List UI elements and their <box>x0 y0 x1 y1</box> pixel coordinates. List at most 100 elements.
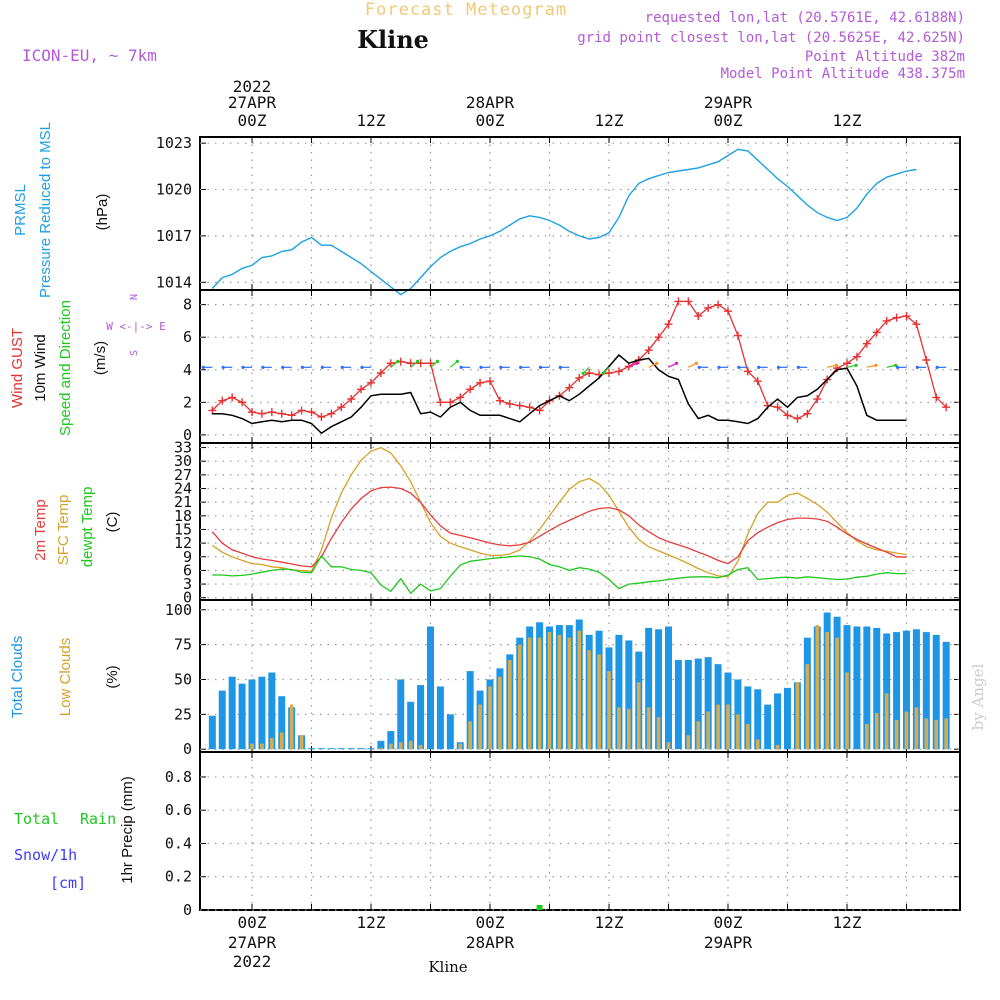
dewpt-line <box>212 554 907 595</box>
panel-frame <box>199 289 961 444</box>
gust-marker <box>684 297 693 306</box>
low-cloud-bar <box>488 686 492 750</box>
wind-arrow-head <box>757 365 761 369</box>
total-cloud-bar <box>853 626 861 750</box>
wind-arrow-head <box>435 359 440 363</box>
low-cloud-bar <box>726 704 730 750</box>
temp-2m-line <box>211 486 907 568</box>
gust-marker <box>654 333 663 342</box>
top-date-label-2: 28APR <box>466 93 515 112</box>
y-tick-label: 0.8 <box>165 768 192 786</box>
y-tick-label: 0.6 <box>165 801 192 819</box>
gust-marker <box>922 355 931 364</box>
low-cloud-bar <box>567 637 572 750</box>
compass-south: S <box>129 350 140 356</box>
wind-arrow-head <box>834 363 838 367</box>
y-tick-label: 0 <box>183 901 192 919</box>
panel-frame <box>199 751 961 911</box>
panel-frame <box>199 442 961 601</box>
y-tick-label: 24 <box>174 480 192 498</box>
wind-arrow-head <box>300 365 305 369</box>
low-cloud-bar <box>835 637 839 750</box>
temp-2m-label: 2m Temp <box>32 499 49 560</box>
wind-label: 10m Wind <box>32 334 49 402</box>
low-cloud-bar <box>805 664 810 750</box>
low-cloud-bar <box>924 718 929 750</box>
gust-marker <box>456 393 465 402</box>
wind-arrow-head <box>674 361 679 365</box>
gust-marker <box>376 369 385 378</box>
y-tick-label: 100 <box>165 601 192 619</box>
top-hour-label: 00Z <box>714 111 743 130</box>
wind-arrow-head <box>717 365 721 369</box>
gust-marker <box>773 403 782 412</box>
gust-marker <box>585 369 594 378</box>
gust-marker <box>228 393 237 402</box>
wind-arrow-head <box>558 365 562 369</box>
gust-marker <box>287 411 296 420</box>
y-tick-label: 6 <box>183 328 192 346</box>
precip-unit-label: 1hr Precip (mm) <box>119 776 136 884</box>
total-cloud-bar <box>694 658 702 750</box>
gust-marker <box>337 403 346 412</box>
gust-marker <box>793 414 802 423</box>
total-cloud-bar <box>942 641 950 750</box>
low-cloud-bar <box>408 740 413 750</box>
watermark: by Angel <box>969 663 987 730</box>
total-cloud-bar <box>704 657 712 750</box>
y-tick-label: 12 <box>174 534 192 552</box>
low-cloud-bar <box>537 637 542 750</box>
y-tick-label: 0.2 <box>165 868 192 886</box>
total-cloud-bar <box>228 676 236 750</box>
low-cloud-bar <box>696 721 701 750</box>
precip-cm-label: [cm] <box>50 874 86 892</box>
wind-arrow-head <box>261 365 265 369</box>
gust-marker <box>614 367 623 376</box>
gust-marker <box>357 385 366 394</box>
wind-arrow-head <box>201 365 205 369</box>
total-cloud-bar <box>417 685 425 750</box>
wind-arrow-head <box>915 365 919 369</box>
low-cloud-bar <box>904 711 909 750</box>
low-cloud-bar <box>815 625 820 750</box>
low-cloud-bar <box>874 712 879 750</box>
precip-rain-label: Rain <box>80 810 116 828</box>
wind-arrow-head <box>581 371 585 375</box>
low-cloud-bar <box>736 714 740 750</box>
total-cloud-bar <box>278 696 286 750</box>
rain-bar <box>536 905 543 910</box>
gust-marker <box>714 300 723 309</box>
gust-marker <box>942 403 951 412</box>
wind-arrow-head <box>737 365 741 369</box>
low-cloud-bar <box>617 707 621 750</box>
total-cloud-bar <box>427 626 435 750</box>
compass-west-east: W <-|-> E <box>106 320 166 333</box>
wind-arrow-head <box>360 365 364 369</box>
low-cloud-bar <box>795 682 800 750</box>
pressure-label-1: PRMSL <box>12 184 29 236</box>
gust-marker <box>892 313 901 322</box>
total-cloud-bar <box>208 715 216 750</box>
gust-marker <box>724 307 733 316</box>
y-tick-label: 1017 <box>156 227 192 245</box>
gust-marker <box>486 377 495 386</box>
wind-arrow-head <box>281 365 285 369</box>
y-tick-label: 0 <box>183 426 192 444</box>
low-cloud-bar <box>775 745 780 750</box>
gust-line <box>211 300 947 420</box>
precip-panel: 0.8 0.6 0.4 0.2 0 <box>165 751 961 919</box>
wind-arrow-head <box>655 361 659 365</box>
wind-unit: (m/s) <box>92 341 109 375</box>
y-tick-label: 21 <box>174 493 192 511</box>
gust-marker <box>386 359 395 368</box>
total-cloud-bar <box>436 686 444 750</box>
y-tick-label: 1014 <box>156 273 192 291</box>
gust-marker <box>218 396 227 405</box>
point-altitude: Point Altitude 382m <box>805 49 965 65</box>
gust-marker <box>753 377 762 386</box>
low-cloud-bar <box>418 745 423 750</box>
sfc-temp-label: SFC Temp <box>55 495 72 566</box>
y-tick-label: 0 <box>183 740 192 758</box>
y-tick-label: 2 <box>183 393 192 411</box>
